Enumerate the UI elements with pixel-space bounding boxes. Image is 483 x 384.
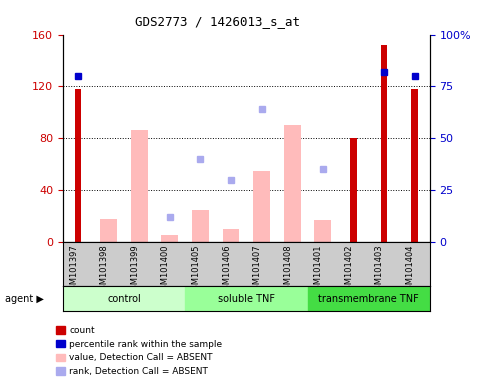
- Bar: [63, 286, 185, 311]
- Text: GSM101397: GSM101397: [69, 244, 78, 295]
- Bar: [75, 89, 82, 242]
- Text: transmembrane TNF: transmembrane TNF: [318, 293, 419, 304]
- Legend: count, percentile rank within the sample, value, Detection Call = ABSENT, rank, : count, percentile rank within the sample…: [53, 323, 226, 379]
- Text: GSM101402: GSM101402: [344, 244, 354, 295]
- Text: GSM101401: GSM101401: [314, 244, 323, 295]
- Text: GSM101406: GSM101406: [222, 244, 231, 295]
- Bar: [185, 286, 308, 311]
- Text: GSM101399: GSM101399: [130, 244, 139, 295]
- Text: GSM101403: GSM101403: [375, 244, 384, 295]
- Text: GSM101400: GSM101400: [161, 244, 170, 295]
- Text: GDS2773 / 1426013_s_at: GDS2773 / 1426013_s_at: [135, 15, 300, 28]
- Text: soluble TNF: soluble TNF: [218, 293, 275, 304]
- Bar: [381, 45, 387, 242]
- Bar: [308, 286, 430, 311]
- Text: GSM101405: GSM101405: [191, 244, 200, 295]
- Text: GSM101404: GSM101404: [406, 244, 414, 295]
- Bar: [223, 229, 240, 242]
- Bar: [161, 235, 178, 242]
- Bar: [411, 89, 418, 242]
- Text: agent ▶: agent ▶: [5, 294, 43, 304]
- Bar: [314, 220, 331, 242]
- Text: GSM101407: GSM101407: [253, 244, 262, 295]
- Bar: [284, 125, 300, 242]
- Bar: [100, 218, 117, 242]
- Bar: [192, 210, 209, 242]
- Bar: [350, 138, 357, 242]
- Text: GSM101398: GSM101398: [99, 244, 109, 295]
- Bar: [131, 131, 148, 242]
- Text: GSM101408: GSM101408: [283, 244, 292, 295]
- Text: control: control: [107, 293, 141, 304]
- Bar: [253, 170, 270, 242]
